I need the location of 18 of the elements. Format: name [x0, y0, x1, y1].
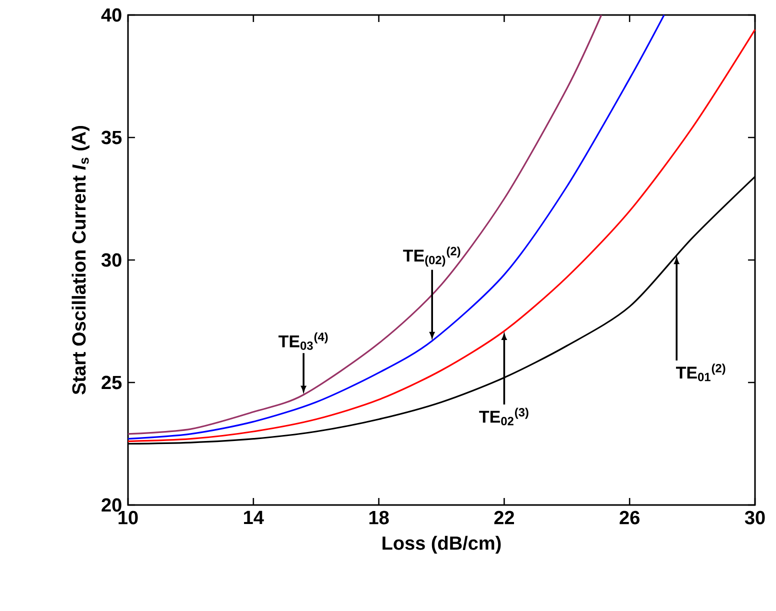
x-tick-label: 26 — [620, 510, 640, 524]
annotation: TE$_{01}$(2) — [676, 364, 726, 382]
y-tick-label: 30 — [101, 253, 122, 267]
x-tick-label: 14 — [244, 510, 264, 524]
x-tick-label: 10 — [118, 510, 138, 524]
x-axis-title: Loss (dB/cm) — [382, 536, 501, 554]
y-tick-label: 35 — [101, 130, 122, 144]
y-tick-label: 20 — [102, 498, 122, 512]
annotation: TE$_{02}$(3) — [479, 408, 528, 426]
x-tick-label: 22 — [494, 510, 514, 524]
annotation: TE$_{03}$(4) — [278, 332, 328, 350]
y-axis-title: Start Oscillation Current I$_{s}$ (A) — [72, 126, 90, 394]
line-series — [127, 28, 756, 442]
annotation: TE$_{(02)}$(2) — [403, 246, 460, 267]
y-tick-label: 40 — [101, 8, 122, 22]
x-tick-label: 30 — [744, 510, 765, 524]
y-tick-label: 25 — [102, 376, 122, 390]
x-tick-label: 18 — [369, 510, 389, 524]
